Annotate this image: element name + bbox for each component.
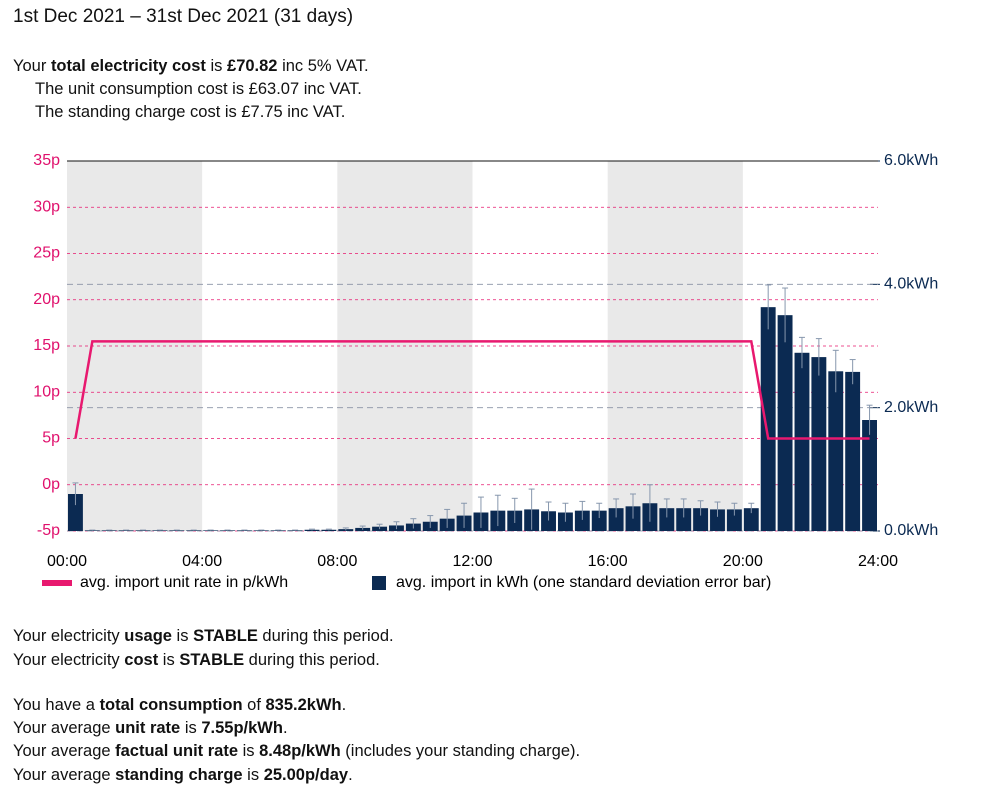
bar	[794, 352, 810, 531]
bar	[608, 508, 624, 531]
bar	[574, 510, 590, 531]
period-title: 1st Dec 2021 – 31st Dec 2021 (31 days)	[13, 6, 354, 27]
text: during this period.	[244, 651, 380, 669]
y-tick-label: 5p	[42, 430, 60, 447]
bold-text: cost	[124, 651, 159, 669]
text-line: The standing charge cost is £7.75 inc VA…	[35, 103, 345, 122]
text: is	[171, 627, 194, 645]
text: Your	[13, 57, 51, 75]
y-tick-label: 20p	[33, 291, 60, 308]
text: .	[282, 719, 288, 737]
bar	[760, 307, 776, 531]
text: You have a	[13, 696, 100, 714]
y-tick-label: 35p	[33, 152, 60, 169]
text: is	[238, 742, 260, 760]
text: Your average	[13, 766, 116, 784]
chart: -5p 0p 5p 10p 15p 20p 25p 30p 35p 0.0kWh 2.0kWh 4.0…	[33, 152, 938, 591]
text-line: Your electricity usage is STABLE during …	[13, 627, 394, 646]
text: .	[348, 766, 353, 784]
bar	[743, 508, 759, 531]
text-line: Your average unit rate is 7.55p/kWh.	[13, 719, 288, 738]
text: is	[205, 57, 228, 75]
x-tick-label: 12:00	[452, 553, 492, 570]
bar	[68, 494, 83, 531]
text-line: You have a total consumption of 835.2kWh…	[13, 696, 346, 715]
bold-text: STABLE	[179, 651, 245, 669]
bar	[693, 508, 709, 531]
text: inc 5% VAT.	[277, 57, 369, 75]
x-tick-label: 08:00	[317, 553, 357, 570]
text-line: Your total electricity cost is £70.82 in…	[13, 57, 369, 76]
bold-text: total consumption	[99, 696, 243, 714]
text: is	[158, 651, 180, 669]
bold-text: 7.55p/kWh	[201, 719, 283, 737]
text: Your average	[13, 742, 116, 760]
bar	[862, 420, 877, 531]
bold-text: £70.82	[227, 57, 278, 75]
bold-text: 8.48p/kWh	[259, 742, 341, 760]
x-tick-label: 16:00	[588, 553, 628, 570]
bold-text: 835.2kWh	[265, 696, 342, 714]
y2-tick-label: 6.0kWh	[884, 152, 938, 169]
bold-text: factual unit rate	[115, 742, 238, 760]
y-tick-label: 15p	[33, 337, 60, 354]
y2-tick-label: 2.0kWh	[884, 399, 938, 416]
text: The unit consumption cost is £63.07 inc …	[35, 80, 362, 98]
bar	[828, 371, 844, 531]
text: is	[180, 719, 202, 737]
text: Your electricity	[13, 651, 125, 669]
text-line: Your electricity cost is STABLE during t…	[13, 651, 380, 670]
bold-text: 25.00p/day	[263, 766, 349, 784]
bar	[591, 510, 607, 531]
y-tick-label: 30p	[33, 198, 60, 215]
bar	[726, 509, 742, 531]
bar	[659, 508, 675, 531]
legend-label: avg. import in kWh (one standard deviati…	[396, 574, 771, 591]
y-tick-label: 25p	[33, 245, 60, 262]
y2-tick-label: 4.0kWh	[884, 276, 938, 293]
legend-swatch	[42, 580, 72, 586]
bar	[811, 357, 827, 531]
text-line: The unit consumption cost is £63.07 inc …	[35, 80, 362, 99]
text: Your average	[13, 719, 116, 737]
text: of	[242, 696, 266, 714]
text: during this period.	[257, 627, 394, 645]
x-tick-label: 24:00	[858, 553, 898, 570]
text: The standing charge cost is £7.75 inc VA…	[35, 103, 346, 121]
x-tick-label: 20:00	[723, 553, 763, 570]
bar	[676, 508, 692, 531]
y-tick-label: 0p	[42, 476, 60, 493]
text: .	[341, 696, 347, 714]
y2-tick-label: 0.0kWh	[884, 522, 938, 539]
bar	[777, 315, 793, 531]
legend-swatch	[372, 576, 386, 590]
x-tick-label: 04:00	[182, 553, 222, 570]
x-tick-label: 00:00	[47, 553, 87, 570]
text: Your electricity	[13, 627, 125, 645]
text: is	[242, 766, 264, 784]
text-line: Your average factual unit rate is 8.48p/…	[13, 742, 580, 761]
bar	[541, 511, 556, 531]
bold-text: standing charge	[115, 766, 243, 784]
rate-line	[74, 340, 870, 440]
y-tick-label: 10p	[33, 383, 60, 400]
bold-text: unit rate	[115, 719, 181, 737]
text-line: Your average standing charge is 25.00p/d…	[13, 766, 353, 785]
bold-text: STABLE	[193, 627, 258, 645]
text: (includes your standing charge).	[340, 742, 581, 760]
bold-text: usage	[124, 627, 172, 645]
bold-text: total electricity cost	[50, 57, 206, 75]
bar	[710, 509, 725, 531]
legend-label: avg. import unit rate in p/kWh	[80, 574, 288, 591]
y-tick-label: -5p	[37, 522, 60, 539]
bar	[845, 371, 861, 531]
